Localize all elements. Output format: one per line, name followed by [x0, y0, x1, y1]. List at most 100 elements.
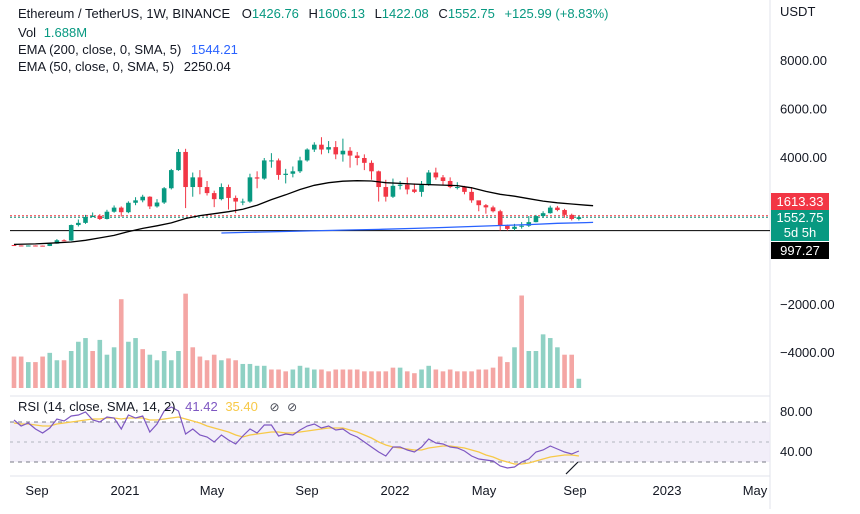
candle-body: [426, 172, 431, 185]
candle: [376, 170, 381, 202]
volume-bar: [226, 358, 231, 388]
volume-bar: [76, 341, 81, 388]
volume-bar: [147, 354, 153, 388]
candle: [204, 180, 210, 196]
candle-body: [447, 180, 453, 188]
candle: [497, 209, 503, 231]
close-value: 1552.75: [447, 6, 495, 21]
volume-legend[interactable]: Vol 1.688M: [18, 24, 87, 41]
candle: [290, 166, 296, 178]
candle-body: [412, 189, 417, 192]
rsi-value: 41.42: [185, 399, 218, 414]
ema200-legend[interactable]: EMA (200, close, 0, SMA, 5) 1544.21: [18, 41, 238, 58]
candle-body: [40, 245, 45, 247]
volume-bar: [111, 347, 117, 388]
candle: [104, 209, 110, 220]
candle-body: [369, 162, 374, 172]
volume-bar: [54, 360, 60, 388]
volume-bar: [569, 354, 574, 388]
symbol-title[interactable]: Ethereum / TetherUS, 1W, BINANCE: [18, 6, 231, 21]
volume-bar: [562, 354, 567, 388]
time-tick-label: May: [472, 483, 497, 498]
candle-body: [376, 171, 381, 188]
candle-body: [562, 210, 567, 215]
hide-icon[interactable]: ⊘: [287, 400, 298, 414]
candle-body: [390, 185, 396, 197]
ema200-label: EMA (200, close, 0, SMA, 5): [18, 42, 182, 57]
candle-body: [211, 193, 217, 200]
volume-bar: [154, 360, 160, 388]
candle-body: [533, 216, 539, 223]
candle-body: [176, 151, 181, 171]
ema50-legend[interactable]: EMA (50, close, 0, SMA, 5) 2250.04: [18, 58, 231, 75]
volume-bar: [290, 369, 296, 388]
candle-body: [433, 172, 439, 178]
candle-body: [204, 187, 210, 194]
time-tick-label: 2021: [111, 483, 140, 498]
volume-bar: [11, 356, 17, 388]
time-tick-label: Sep: [563, 483, 586, 498]
volume-bar: [526, 351, 532, 388]
low-value: 1422.08: [381, 6, 429, 21]
rsi-legend[interactable]: RSI (14, close, SMA, 14, 2) 41.42 35.40 …: [18, 398, 297, 416]
volume-bar: [412, 373, 417, 388]
candle: [469, 187, 474, 203]
volume-bar: [555, 347, 560, 388]
candle-body: [462, 187, 467, 192]
volume-bar: [576, 378, 582, 388]
candle: [426, 170, 431, 186]
drawing-tool-line[interactable]: [565, 461, 579, 475]
candle-body: [340, 150, 346, 155]
candle: [297, 156, 303, 174]
candle-body: [283, 173, 288, 175]
candle-body: [354, 155, 360, 158]
candle: [340, 138, 346, 162]
candle-body: [469, 191, 474, 201]
volume-tick-label: −2000.00: [780, 297, 835, 312]
volume-bar: [297, 365, 303, 388]
ema50-label: EMA (50, close, 0, SMA, 5): [18, 59, 175, 74]
candle-body: [47, 243, 53, 246]
volume-bar: [283, 371, 288, 388]
volume-bar: [133, 338, 138, 388]
candle-body: [54, 240, 60, 244]
candle: [555, 205, 560, 212]
volume-bar: [104, 354, 110, 388]
candle-body: [118, 207, 124, 213]
candle: [304, 148, 310, 162]
volume-bar: [33, 362, 38, 388]
volume-bar: [455, 371, 460, 388]
rsi-tick-label: 40.00: [780, 444, 813, 459]
volume-bar: [469, 371, 474, 388]
volume-bar: [419, 369, 424, 388]
rsi-line: [13, 406, 580, 469]
ema200-line: [221, 221, 594, 234]
candle-body: [497, 211, 503, 226]
candle: [183, 148, 188, 209]
candle-body: [576, 217, 582, 219]
hide-icon[interactable]: ⊘: [269, 400, 280, 414]
volume-bar: [183, 293, 188, 388]
volume-bar: [197, 356, 203, 388]
volume-bar: [68, 351, 74, 388]
candle: [490, 205, 496, 213]
candle: [312, 142, 317, 152]
ema50-value: 2250.04: [183, 59, 231, 74]
volume-bar: [512, 347, 517, 388]
candle: [118, 206, 124, 217]
candle-body: [304, 149, 310, 161]
candle-body: [61, 240, 67, 242]
candle: [190, 172, 196, 197]
volume-bar: [433, 369, 439, 388]
candle-body: [269, 160, 274, 162]
candle-body: [226, 187, 231, 198]
candle: [147, 196, 153, 210]
candle: [562, 208, 567, 218]
candle: [390, 178, 396, 198]
candle: [547, 205, 553, 214]
volume-bar: [376, 371, 381, 388]
volume-bar: [304, 367, 310, 388]
volume-value: 1.688M: [43, 25, 88, 40]
